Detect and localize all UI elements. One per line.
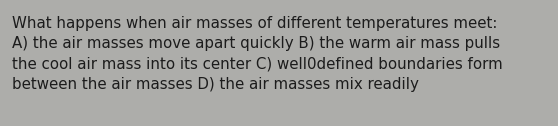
Text: What happens when air masses of different temperatures meet:
A) the air masses m: What happens when air masses of differen… (12, 16, 503, 91)
